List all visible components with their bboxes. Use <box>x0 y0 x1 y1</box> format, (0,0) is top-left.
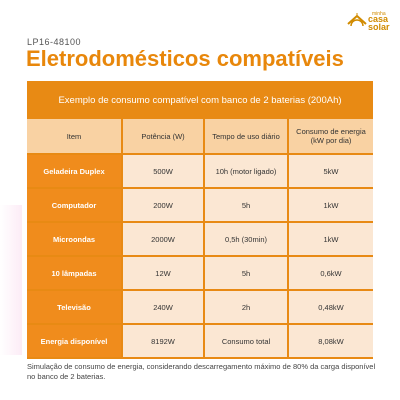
row-item-label: 10 lâmpadas <box>27 257 123 291</box>
row-energy: 8,08kW <box>289 325 373 359</box>
row-power: 240W <box>123 291 205 325</box>
product-code: LP16-48100 <box>27 37 82 47</box>
row-usage-time: 10h (motor ligado) <box>205 155 289 189</box>
row-energy: 1kW <box>289 189 373 223</box>
table-row: Televisão 240W 2h 0,48kW <box>27 291 373 325</box>
table-row: 10 lâmpadas 12W 5h 0,6kW <box>27 257 373 291</box>
row-power: 12W <box>123 257 205 291</box>
table-row: Microondas 2000W 0,5h (30min) 1kW <box>27 223 373 257</box>
row-usage-time: 2h <box>205 291 289 325</box>
decorative-stripe <box>0 205 22 355</box>
page-title: Eletrodomésticos compatíveis <box>26 46 344 71</box>
table-header-row: Item Potência (W) Tempo de uso diário Co… <box>27 119 373 155</box>
logo-text-solar: solar <box>368 22 390 32</box>
row-usage-time: 0,5h (30min) <box>205 223 289 257</box>
logo-text-casa: casa <box>368 14 389 24</box>
table-grid: Item Potência (W) Tempo de uso diário Co… <box>27 119 373 359</box>
row-energy: 5kW <box>289 155 373 189</box>
column-header-usage-time: Tempo de uso diário <box>205 119 289 155</box>
column-header-item: Item <box>27 119 123 155</box>
row-energy: 0,6kW <box>289 257 373 291</box>
column-header-energy: Consumo de energia (kW por dia) <box>289 119 373 155</box>
row-usage-time: 5h <box>205 189 289 223</box>
row-item-label: Computador <box>27 189 123 223</box>
row-energy: 1kW <box>289 223 373 257</box>
table-caption: Exemplo de consumo compatível com banco … <box>58 94 342 106</box>
casa-solar-logo: minha casa solar <box>346 10 390 36</box>
row-usage-time: 5h <box>205 257 289 291</box>
consumption-table: Exemplo de consumo compatível com banco … <box>27 81 373 359</box>
row-item-label: Geladeira Duplex <box>27 155 123 189</box>
logo-text-minha: minha <box>372 11 386 17</box>
row-power: 2000W <box>123 223 205 257</box>
house-sun-icon <box>347 13 367 27</box>
footnote: Simulação de consumo de energia, conside… <box>27 362 376 381</box>
row-power: 500W <box>123 155 205 189</box>
row-item-label: Energia disponível <box>27 325 123 359</box>
column-header-power: Potência (W) <box>123 119 205 155</box>
table-row-total: Energia disponível 8192W Consumo total 8… <box>27 325 373 359</box>
table-row: Geladeira Duplex 500W 10h (motor ligado)… <box>27 155 373 189</box>
row-energy: 0,48kW <box>289 291 373 325</box>
table-row: Computador 200W 5h 1kW <box>27 189 373 223</box>
row-usage-time: Consumo total <box>205 325 289 359</box>
row-item-label: Microondas <box>27 223 123 257</box>
row-power: 8192W <box>123 325 205 359</box>
row-power: 200W <box>123 189 205 223</box>
row-item-label: Televisão <box>27 291 123 325</box>
